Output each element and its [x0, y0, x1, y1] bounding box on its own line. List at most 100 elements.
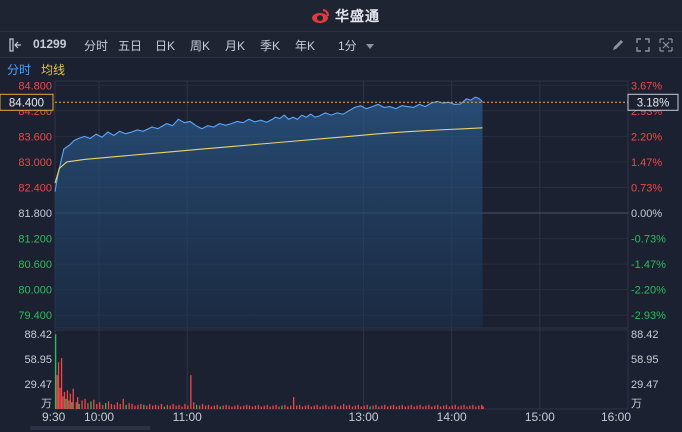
tab-yearly-k[interactable]: 年K: [295, 39, 316, 53]
volume-bar: [128, 403, 130, 409]
volume-bar: [425, 405, 427, 409]
volume-bar: [334, 404, 336, 409]
volume-bar: [56, 375, 58, 409]
volume-bar: [290, 405, 292, 409]
tab-quarterly-k[interactable]: 季K: [260, 39, 281, 53]
volume-bar: [357, 404, 359, 409]
volume-bar: [387, 406, 389, 409]
indicator-average-line[interactable]: 均线: [41, 63, 66, 77]
tab-five-day[interactable]: 五日: [118, 39, 143, 53]
volume-bar: [116, 402, 118, 409]
volume-bar: [369, 406, 371, 409]
volume-bar: [251, 406, 254, 409]
fullscreen-icon[interactable]: [635, 37, 651, 53]
intraday-chart[interactable]: 84.800 3.67%84.200 2.93%83.600 2.20%83.000 1…: [0, 78, 682, 432]
volume-bar: [207, 404, 210, 409]
time-tick-label: 9:30: [42, 410, 66, 424]
volume-bar: [463, 404, 465, 409]
time-tick-label: 13:00: [349, 410, 379, 424]
price-tick-label: 83.000: [18, 157, 52, 169]
volume-bar: [63, 392, 66, 409]
volume-bar: [419, 404, 421, 409]
volume-bar: [62, 396, 64, 409]
volume-bar: [55, 334, 57, 409]
volume-bar: [154, 404, 157, 409]
volume-bar: [481, 404, 483, 409]
back-icon[interactable]: [8, 37, 24, 53]
volume-bar: [263, 405, 265, 409]
volume-bar: [343, 403, 345, 409]
chevron-down-icon: [366, 44, 375, 50]
volume-bar: [392, 404, 395, 409]
volume-bar: [196, 404, 198, 409]
current-price-label: 84.400: [9, 97, 44, 109]
volume-bar: [140, 403, 142, 409]
volume-bar: [375, 404, 377, 409]
volume-bar: [384, 404, 386, 409]
price-tick-label: 82.400: [18, 182, 52, 194]
volume-bar: [65, 398, 67, 409]
volume-bar: [298, 404, 301, 409]
tab-weekly-k[interactable]: 周K: [190, 39, 211, 53]
volume-bar: [107, 401, 110, 409]
volume-bar: [125, 404, 127, 409]
volume-bar: [122, 398, 124, 409]
volume-bar: [84, 398, 86, 409]
volume-bar: [439, 406, 442, 409]
volume-bar: [254, 405, 257, 409]
volume-bar: [331, 405, 333, 409]
volume-bar: [301, 406, 304, 409]
volume-bar: [87, 403, 89, 409]
price-tick-label: 81.800: [18, 208, 52, 220]
draw-pen-icon[interactable]: [610, 37, 626, 53]
volume-bar: [216, 404, 218, 409]
volume-bar: [448, 406, 451, 409]
volume-bar: [390, 405, 392, 409]
price-tick-label: 80.600: [18, 259, 52, 271]
volume-bar: [466, 406, 468, 409]
percent-tick-label: -2.20%: [631, 285, 666, 297]
volume-bar: [366, 404, 368, 409]
volume-bar: [340, 405, 342, 409]
volume-bar: [472, 404, 474, 409]
tab-intraday[interactable]: 分时: [84, 39, 109, 53]
interval-select[interactable]: 1分: [338, 37, 375, 54]
volume-bar: [240, 406, 242, 409]
volume-bar: [90, 401, 92, 409]
volume-bar: [137, 404, 139, 409]
volume-bar: [234, 405, 236, 409]
volume-bar: [248, 405, 251, 409]
volume-bar: [96, 403, 98, 409]
indicator-price-line[interactable]: 分时: [7, 63, 32, 77]
toolbar: 01299 分时 五日 日K 周K 月K 季K 年K 1分: [0, 32, 682, 58]
title-bar: 华盛通: [0, 0, 682, 32]
volume-bar: [316, 404, 318, 409]
volume-bar: [422, 406, 424, 409]
tab-daily-k[interactable]: 日K: [155, 39, 176, 53]
volume-bar: [113, 404, 116, 409]
interval-value: 1分: [338, 39, 357, 53]
stock-code: 01299: [33, 37, 67, 51]
volume-bar: [478, 405, 480, 409]
volume-bar: [351, 406, 354, 409]
price-area: [55, 97, 483, 328]
volume-bar: [77, 397, 79, 409]
volume-bar: [378, 406, 380, 409]
expand-icon[interactable]: [658, 37, 674, 53]
volume-bar: [442, 405, 445, 409]
volume-bar: [345, 405, 348, 409]
volume-bar: [146, 405, 148, 409]
volume-bar: [398, 405, 401, 409]
volume-bar: [81, 400, 83, 409]
volume-bar: [187, 405, 189, 409]
percent-tick-label: -1.47%: [631, 259, 666, 271]
volume-bar: [175, 405, 177, 409]
volume-bar: [160, 403, 163, 409]
tab-monthly-k[interactable]: 月K: [225, 39, 246, 53]
volume-bar: [172, 403, 174, 409]
time-tick-label: 14:00: [437, 410, 467, 424]
volume-bar: [99, 402, 101, 409]
scroll-indicator: [30, 426, 150, 430]
volume-bar: [193, 402, 195, 409]
volume-bar: [404, 406, 406, 409]
